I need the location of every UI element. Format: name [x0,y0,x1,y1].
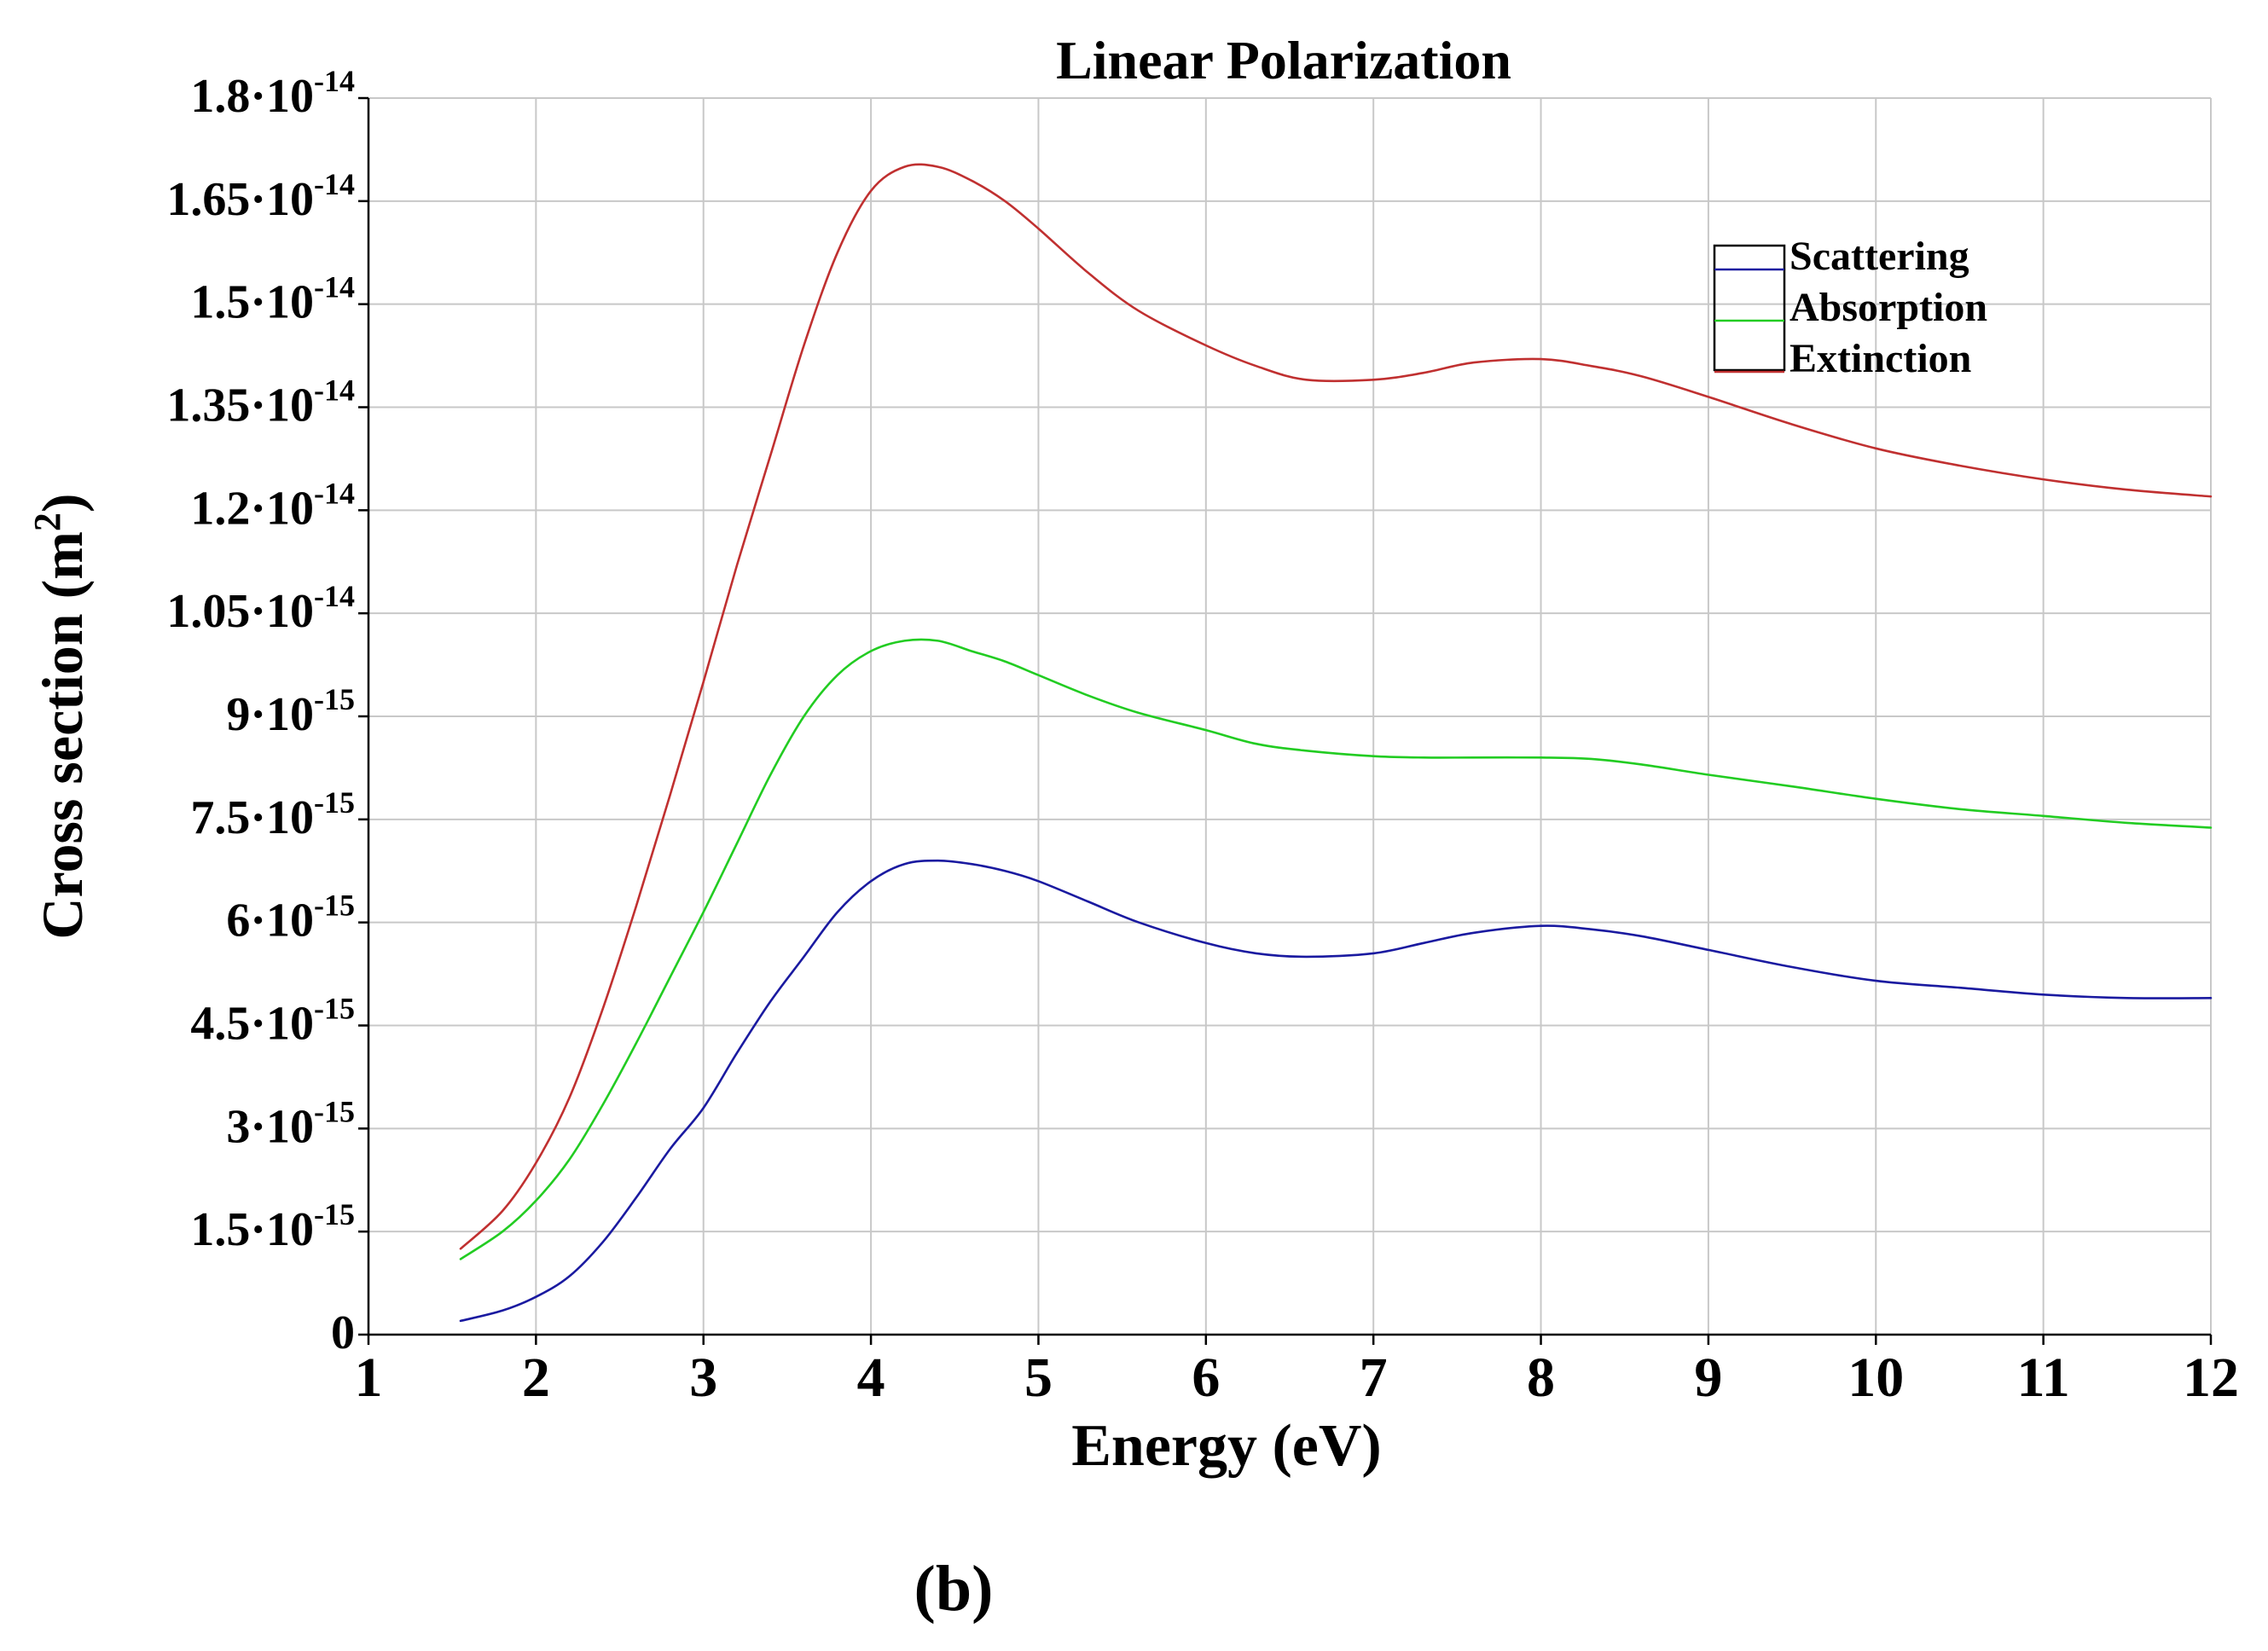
x-tick-label: 11 [2016,1347,2069,1409]
y-tick-mantissa: 7.5·10 [190,791,314,844]
y-tick-exponent: -15 [314,992,355,1026]
y-tick-mantissa: 1.5·10 [190,1203,314,1256]
y-tick-exponent: -15 [314,889,355,923]
y-tick-mantissa: 4.5·10 [190,998,314,1051]
y-tick-exponent: -15 [314,1094,355,1128]
figure-caption: (b) [914,1553,994,1625]
y-tick-mantissa: 6·10 [226,895,314,947]
y-tick-exponent: -15 [314,785,355,820]
x-tick-label: 2 [522,1347,550,1409]
y-tick-mantissa: 1.8·10 [190,70,314,123]
legend-items: Scattering Absorption Extinction [1714,234,1987,381]
y-tick-label: 4.5·10-15 [190,992,355,1051]
y-tick-exponent: -14 [314,579,355,613]
chart-title: Linear Polarization [1056,30,1511,90]
y-tick-exponent: -14 [314,374,355,408]
grid [368,97,2212,1335]
y-tick-mantissa: 1.5·10 [190,276,314,329]
x-axis-label: Energy (eV) [1071,1413,1382,1479]
y-axis-label-text: Cross section (m [30,531,95,939]
x-tick-labels: 1 2 3 4 5 6 7 8 9 10 11 12 [355,1335,2239,1409]
x-tick-label: 8 [1527,1347,1555,1409]
y-tick-label: 9·10-15 [226,682,355,741]
y-tick-mantissa: 1.2·10 [190,482,314,535]
y-tick-label: 1.2·10-14 [190,476,355,535]
y-axis-label: Cross section (m2) [26,493,95,939]
y-axis-label-close: ) [30,493,95,513]
series-lines [459,163,2213,1323]
y-tick-label: 7.5·10-15 [190,785,355,844]
y-tick-label: 1.5·10-14 [190,270,355,329]
legend-label-extinction: Extinction [1789,336,1971,381]
x-tick-label: 6 [1192,1347,1220,1409]
series-line-scattering [459,859,2213,1323]
y-tick-exponent: -15 [314,682,355,716]
y-axis-label-superscript: 2 [26,513,68,531]
legend-label-absorption: Absorption [1789,285,1987,330]
x-tick-label: 12 [2183,1347,2239,1409]
legend-label-scattering: Scattering [1789,234,1969,279]
x-tick-label: 4 [857,1347,885,1409]
y-tick-exponent: -14 [314,270,355,304]
y-tick-label: 6·10-15 [226,889,355,947]
y-tick-mantissa: 0 [331,1306,355,1359]
y-tick-labels: 01.5·10-153·10-154.5·10-156·10-157.5·10-… [166,64,368,1359]
y-tick-exponent: -14 [314,167,355,201]
y-tick-label: 1.35·10-14 [166,374,355,432]
x-tick-label: 1 [355,1347,383,1409]
y-tick-exponent: -14 [314,64,355,98]
y-tick-exponent: -15 [314,1197,355,1231]
x-tick-label: 5 [1024,1347,1053,1409]
y-tick-label: 1.8·10-14 [190,64,355,123]
y-tick-exponent: -14 [314,476,355,510]
y-tick-mantissa: 9·10 [226,688,314,741]
legend-box [1713,244,1786,372]
y-tick-label: 1.5·10-15 [190,1197,355,1256]
y-tick-label: 1.65·10-14 [166,167,355,226]
series-line-extinction [459,163,2213,1250]
series-line-absorption [459,638,2213,1260]
legend: Scattering Absorption Extinction [1713,234,1987,381]
x-tick-label: 3 [689,1347,717,1409]
y-tick-mantissa: 1.65·10 [166,173,314,226]
x-tick-label: 7 [1360,1347,1388,1409]
y-tick-label: 1.05·10-14 [166,579,355,638]
y-tick-label: 0 [331,1306,355,1359]
y-tick-mantissa: 1.35·10 [166,379,314,432]
x-tick-label: 9 [1694,1347,1722,1409]
x-tick-label: 10 [1847,1347,1904,1409]
y-tick-mantissa: 3·10 [226,1100,314,1153]
y-tick-label: 3·10-15 [226,1094,355,1153]
y-tick-mantissa: 1.05·10 [166,585,314,638]
